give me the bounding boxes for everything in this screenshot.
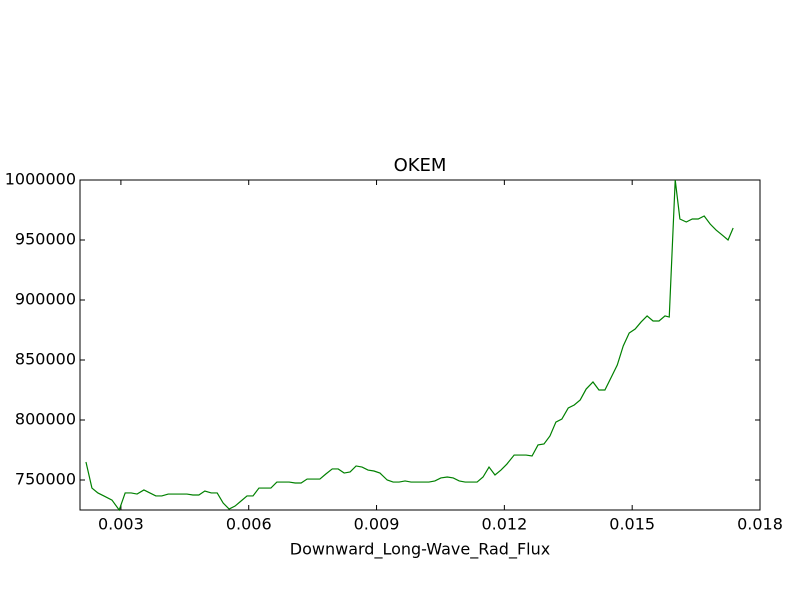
data-line [85, 179, 734, 512]
chart-title: OKEM [394, 155, 447, 176]
y-tick-label: 800000 [15, 410, 76, 429]
x-axis-label: Downward_Long-Wave_Rad_Flux [290, 540, 550, 560]
y-tick-label: 850000 [15, 350, 76, 369]
x-tick-label: 0.015 [609, 515, 655, 534]
x-tick-label: 0.006 [226, 515, 272, 534]
y-tick-label: 1000000 [5, 170, 76, 189]
plot-frame [79, 179, 761, 511]
x-tick-label: 0.003 [98, 515, 144, 534]
x-tick-label: 0.009 [354, 515, 400, 534]
y-tick-label: 750000 [15, 470, 76, 489]
x-tick-label: 0.012 [481, 515, 527, 534]
y-tick-label: 950000 [15, 230, 76, 249]
x-tick-label: 0.018 [737, 515, 783, 534]
y-tick-label: 900000 [15, 290, 76, 309]
